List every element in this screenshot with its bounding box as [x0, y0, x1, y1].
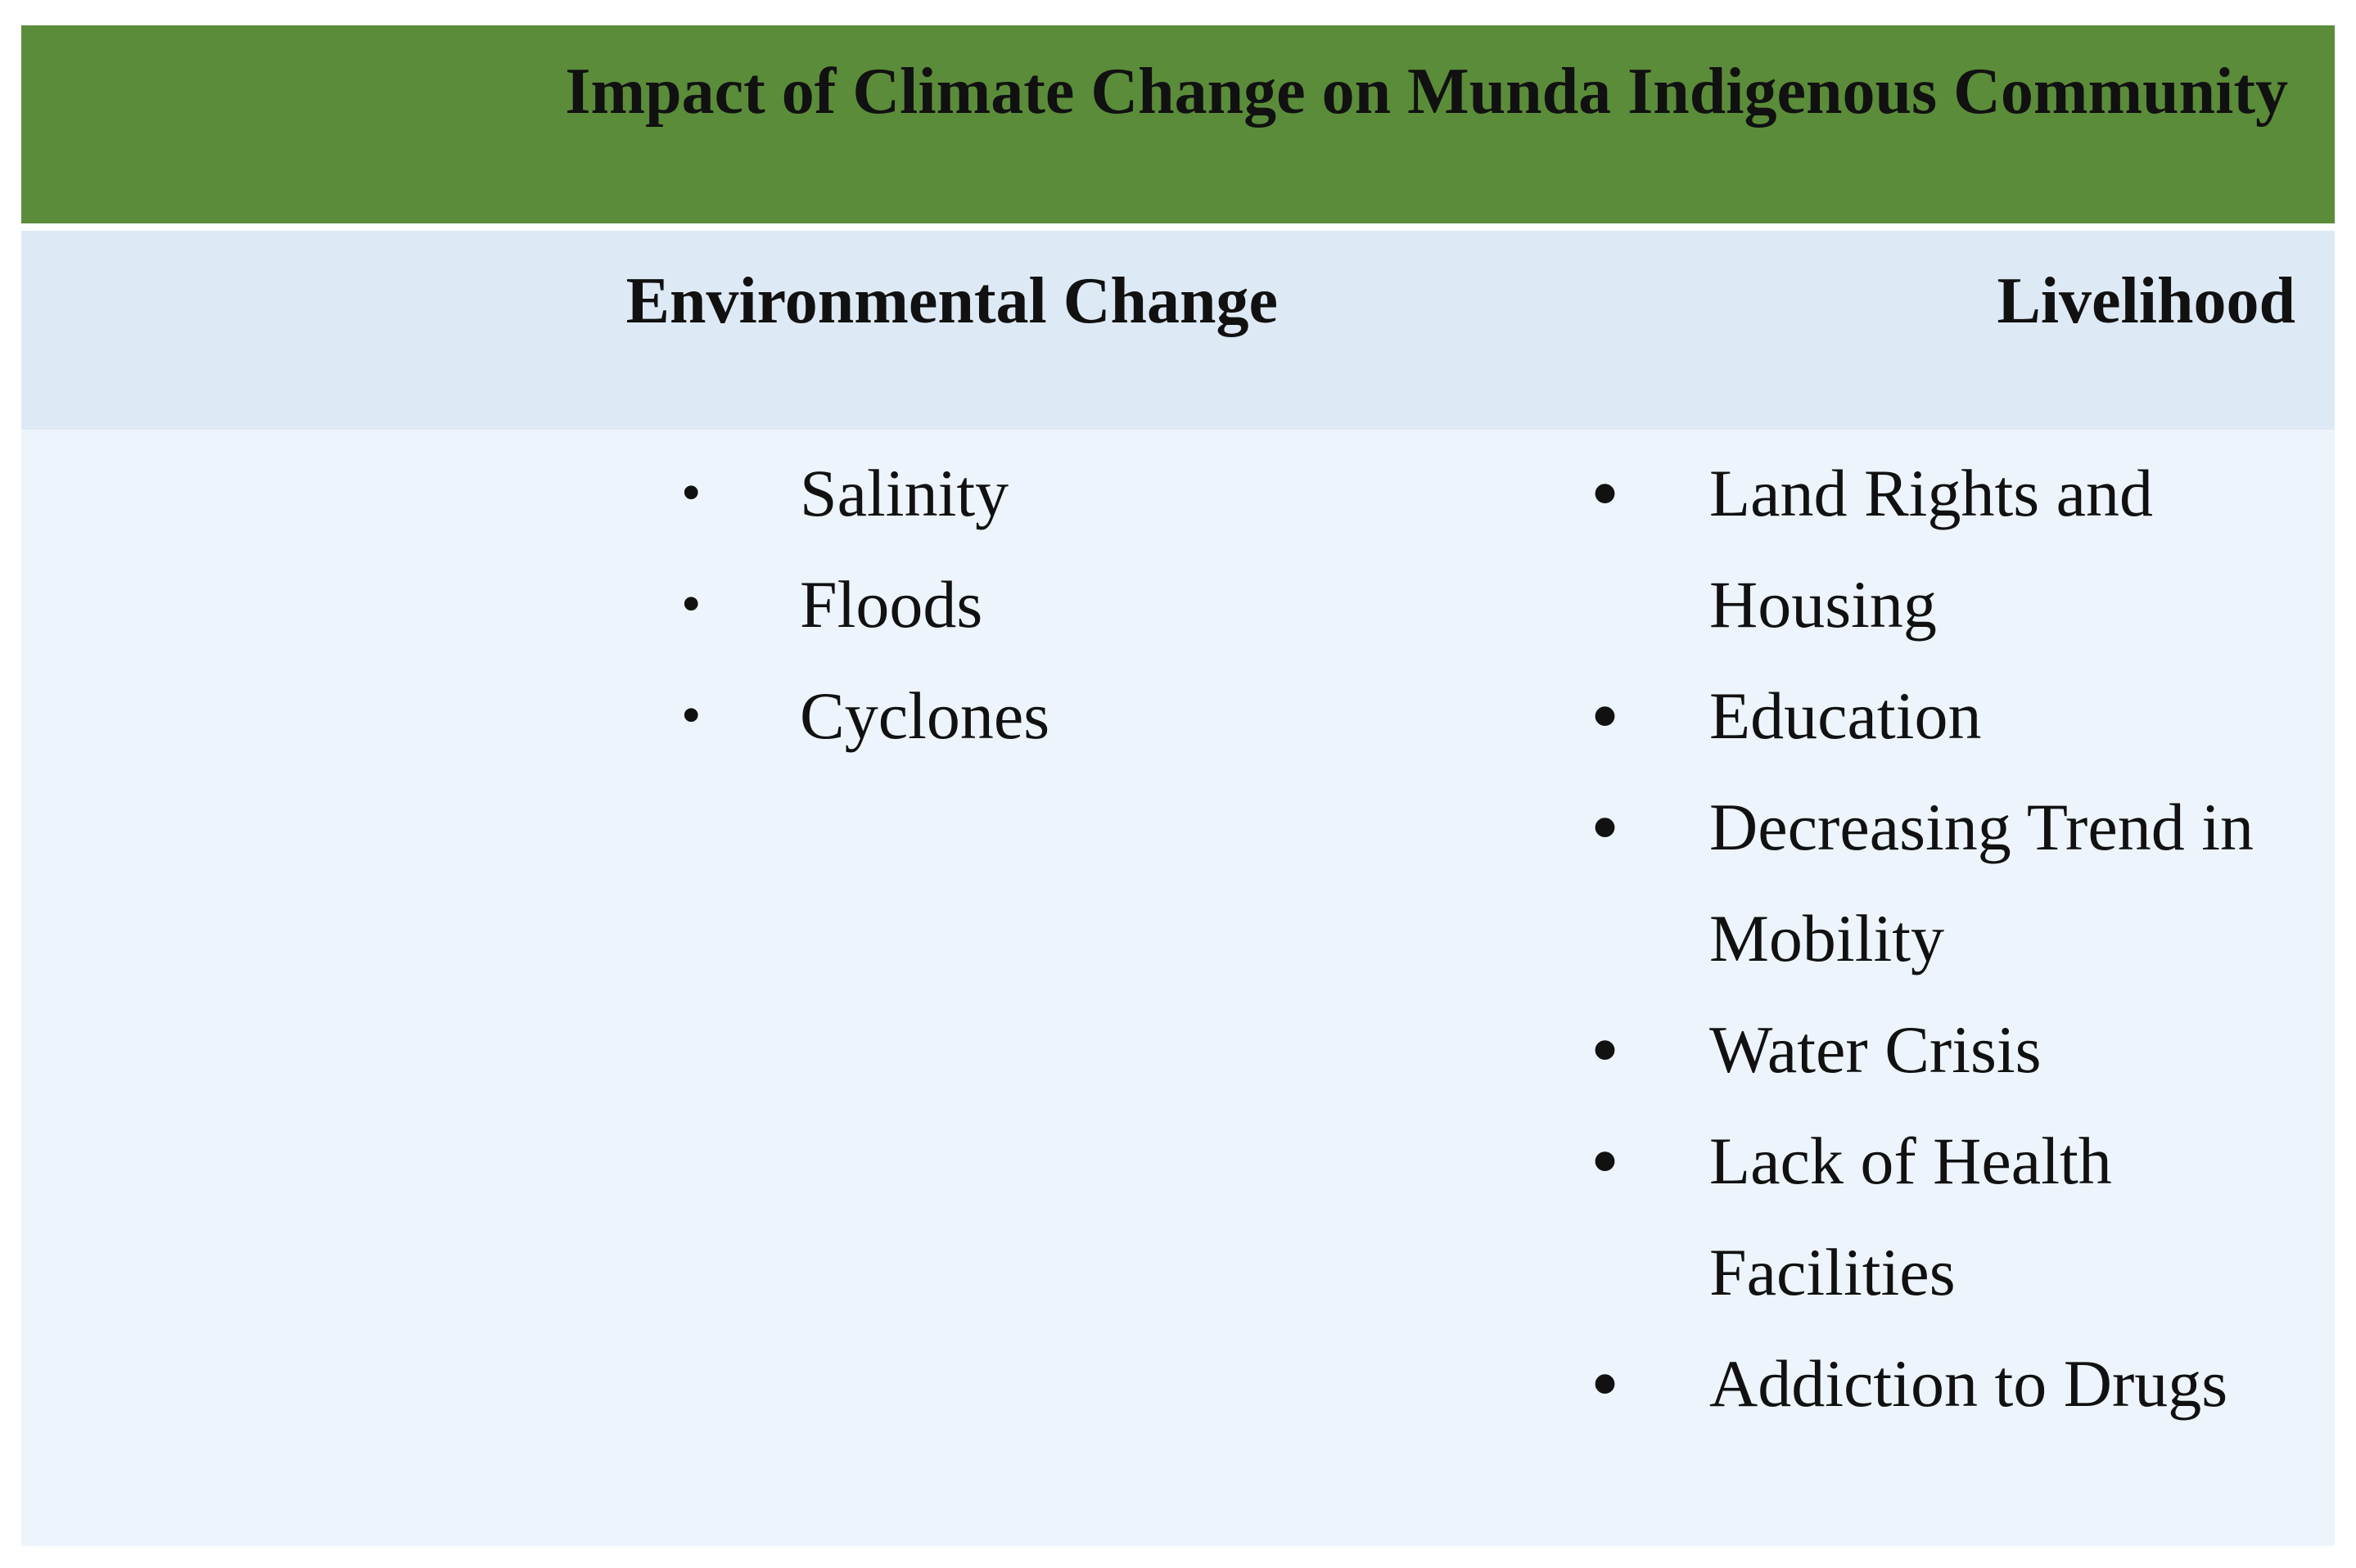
list-item: Education — [1591, 660, 2286, 772]
title-bar — [21, 25, 2335, 223]
list-item: Addiction to Drugs — [1591, 1328, 2286, 1440]
list-item: Lack of Health Facilities — [1591, 1106, 2286, 1328]
table-title: Impact of Climate Change on Munda Indige… — [565, 56, 2288, 128]
list-item: Decreasing Trend in Mobility — [1591, 772, 2286, 994]
list-item: Floods — [681, 549, 1373, 660]
list-item: Water Crisis — [1591, 994, 2286, 1106]
list-item: Cyclones — [681, 660, 1373, 772]
item-list: Land Rights and HousingEducationDecreasi… — [1591, 438, 2286, 1440]
item-list: SalinityFloodsCyclones — [681, 438, 1373, 772]
column-header: Environmental Change — [625, 265, 1278, 337]
list-item: Salinity — [681, 438, 1373, 549]
list-item: Land Rights and Housing — [1591, 438, 2286, 660]
column-header: Livelihood — [1997, 265, 2295, 337]
header-row — [21, 231, 2335, 430]
